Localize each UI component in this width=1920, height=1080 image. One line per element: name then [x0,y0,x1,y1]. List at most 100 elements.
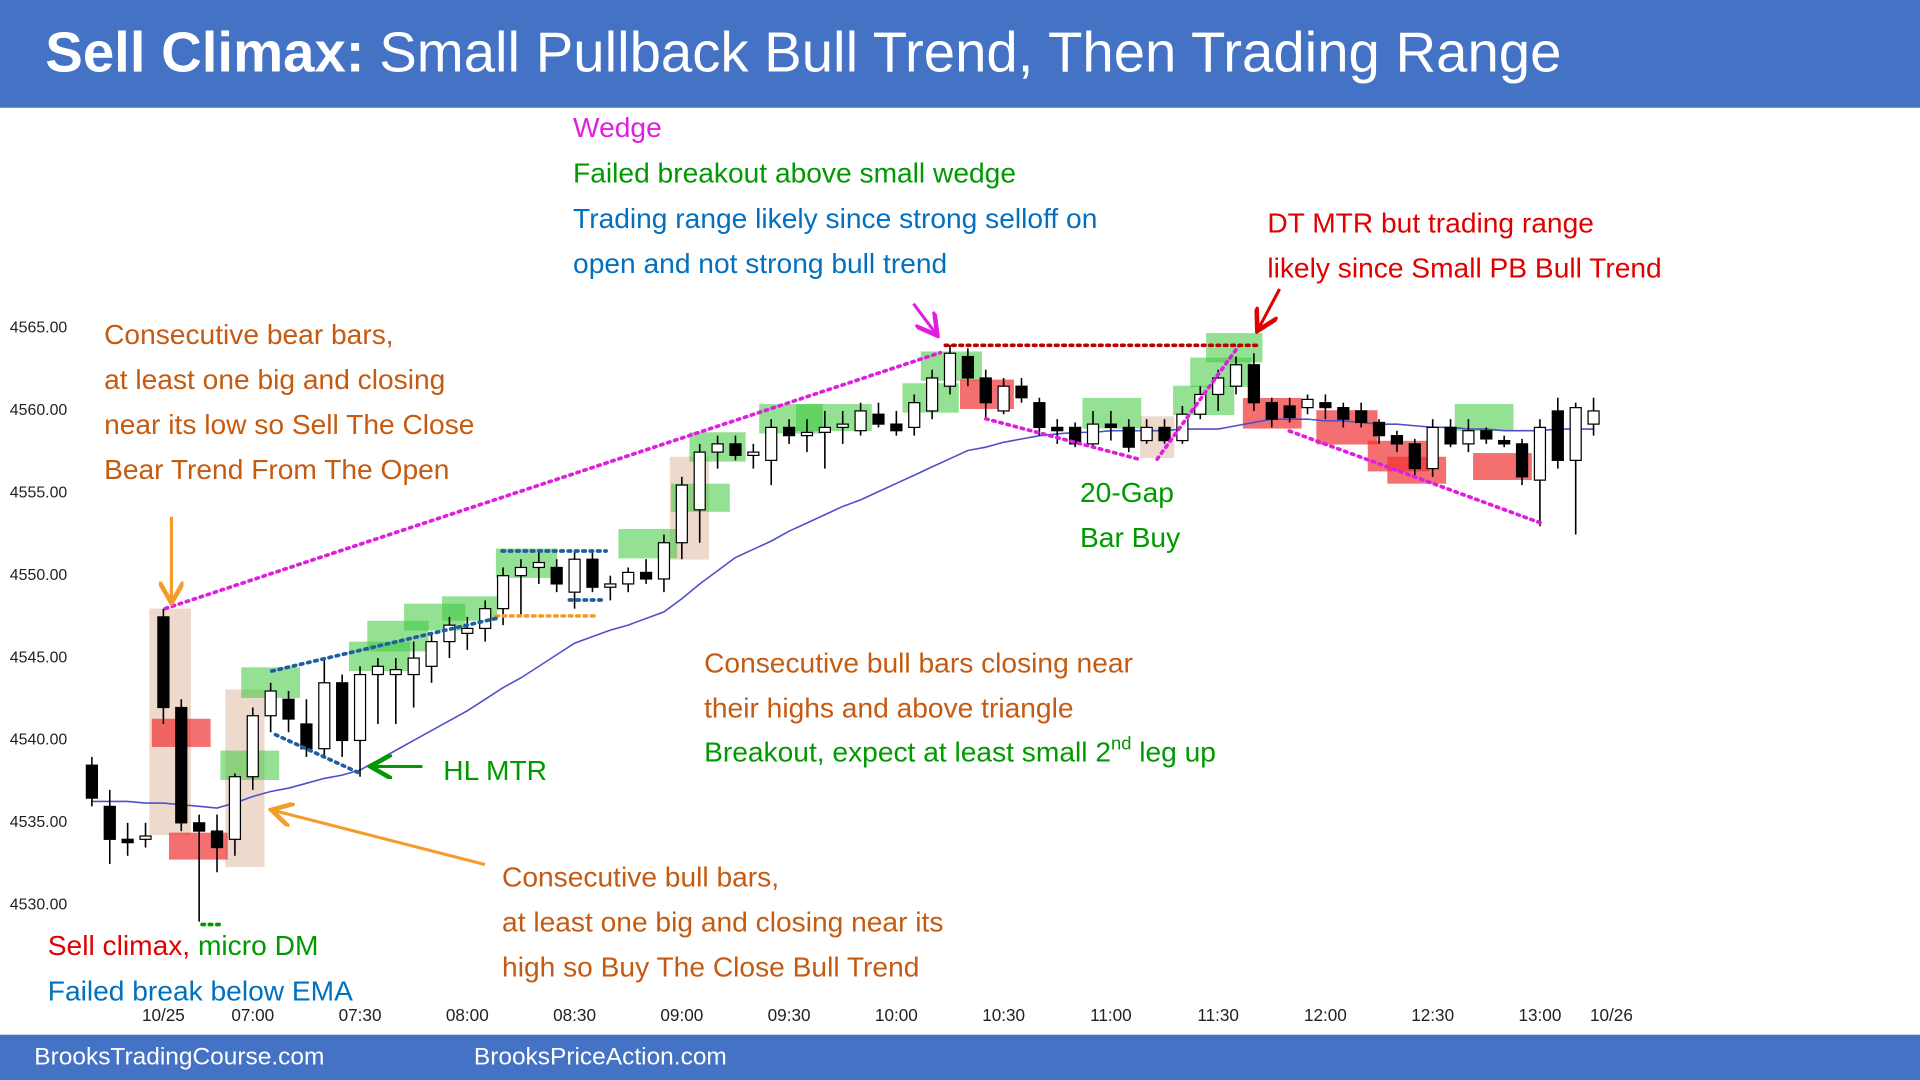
annotation: Sell climax, micro DM [48,930,319,961]
candle-body [890,423,903,432]
y-tick-label: 4540.00 [10,732,68,749]
candle-body [711,443,724,453]
candle-body [353,673,367,742]
annotation: Breakout, expect at least small 2nd leg … [704,732,1216,767]
footer-band [0,1034,1920,1080]
candle-body [943,352,957,387]
candle-body [854,410,867,432]
candle-body [514,566,528,577]
candle-body [1551,410,1564,461]
highlight [1454,404,1514,432]
trend-line [163,350,943,611]
x-tick-label: 09:30 [768,1005,811,1025]
x-tick-label: 10/25 [142,1005,185,1025]
candle-body [532,561,545,569]
candle-body [1212,377,1225,396]
candle-body [1569,407,1582,461]
chart-title: Sell Climax: Small Pullback Bull Trend, T… [45,20,1561,83]
annotation-run: nd [1111,732,1131,753]
candle-body [103,805,116,840]
annotation: Failed break below EMA [48,975,353,1006]
candle-body [604,583,617,588]
candle-body [1444,426,1457,445]
candle-body [1515,443,1529,478]
footer-text: BrooksTradingCourse.com [34,1043,324,1070]
y-tick-label: 4555.00 [10,485,68,502]
candle-body [85,764,99,799]
annotation: high so Buy The Close Bull Trend [502,951,919,982]
annotation: Consecutive bull bars, [502,862,779,893]
x-tick-label: 12:30 [1411,1005,1454,1025]
x-tick-label: 07:00 [231,1005,274,1025]
triangle-line [273,732,364,776]
trend-line [983,416,1141,462]
candle-body [675,484,688,544]
annotation: HL MTR [443,755,547,786]
candle-body [175,706,188,824]
candle-body [461,627,474,634]
candle-body [1265,402,1278,420]
candle-body [979,377,992,404]
candle-body [639,571,653,580]
candle-body [729,443,742,457]
y-tick-label: 4535.00 [10,814,68,831]
annotation-run: Breakout, expect at least small 2 [704,737,1111,768]
candle-body [193,822,206,832]
candle-body [1283,405,1296,419]
candle-body [1390,435,1404,445]
candle-body [1247,364,1261,404]
candle-body [1033,402,1046,429]
annotation: DT MTR but trading range [1267,208,1594,239]
candle-body [228,776,242,840]
candle-body [1533,426,1547,481]
annotation: Bear Trend From The Open [104,454,449,485]
candle-body [300,723,313,750]
candle-body [747,451,760,457]
trend-line [1155,343,1242,462]
candle-body [282,698,295,720]
candle-body [407,657,420,676]
candle-body [1051,426,1064,432]
candle-body [782,426,796,437]
candle-body [1069,426,1082,445]
annotation: at least one big and closing near its [502,907,943,938]
y-tick-label: 4545.00 [10,649,68,666]
candle-body [1158,426,1171,442]
annotations: Consecutive bear bars, at least one big a… [48,112,1662,1006]
annotation-run: Sell climax, [48,930,190,961]
annotation: Consecutive bear bars, [104,319,394,350]
annotation: Consecutive bull bars closing near [704,647,1133,678]
y-tick-label: 4530.00 [10,896,68,913]
candle-body [1372,421,1386,437]
x-tick-label: 10:00 [875,1005,918,1025]
candle-body [336,682,349,742]
candle-body [1408,443,1421,470]
x-tick-label: 12:00 [1304,1005,1347,1025]
candle-body [443,624,456,643]
candle-body [1355,410,1368,424]
candle-body [586,558,599,588]
candle-body [693,451,706,511]
annotation: at least one big and closing [104,364,445,395]
candle-body [389,668,402,676]
guides [163,288,1543,927]
highlight [1206,333,1263,363]
x-tick-label: 07:30 [339,1005,382,1025]
x-tick-label: 10:30 [982,1005,1025,1025]
candles [85,345,1600,922]
arrow [1259,288,1281,328]
annotation: Failed breakout above small wedge [573,158,1016,189]
candle-body [550,566,563,585]
candle-body [1587,410,1600,425]
candle-body [765,426,778,461]
candle-body [1122,426,1135,448]
candle-body [1480,430,1493,440]
candle-body [318,682,331,750]
title-lead: Sell Climax: [45,20,364,83]
candle-body [622,571,635,585]
x-tick-label: 11:30 [1197,1005,1239,1025]
trend-line [1287,429,1543,525]
y-tick-label: 4560.00 [10,402,68,419]
candle-body [210,830,224,849]
candle-body [157,616,170,709]
